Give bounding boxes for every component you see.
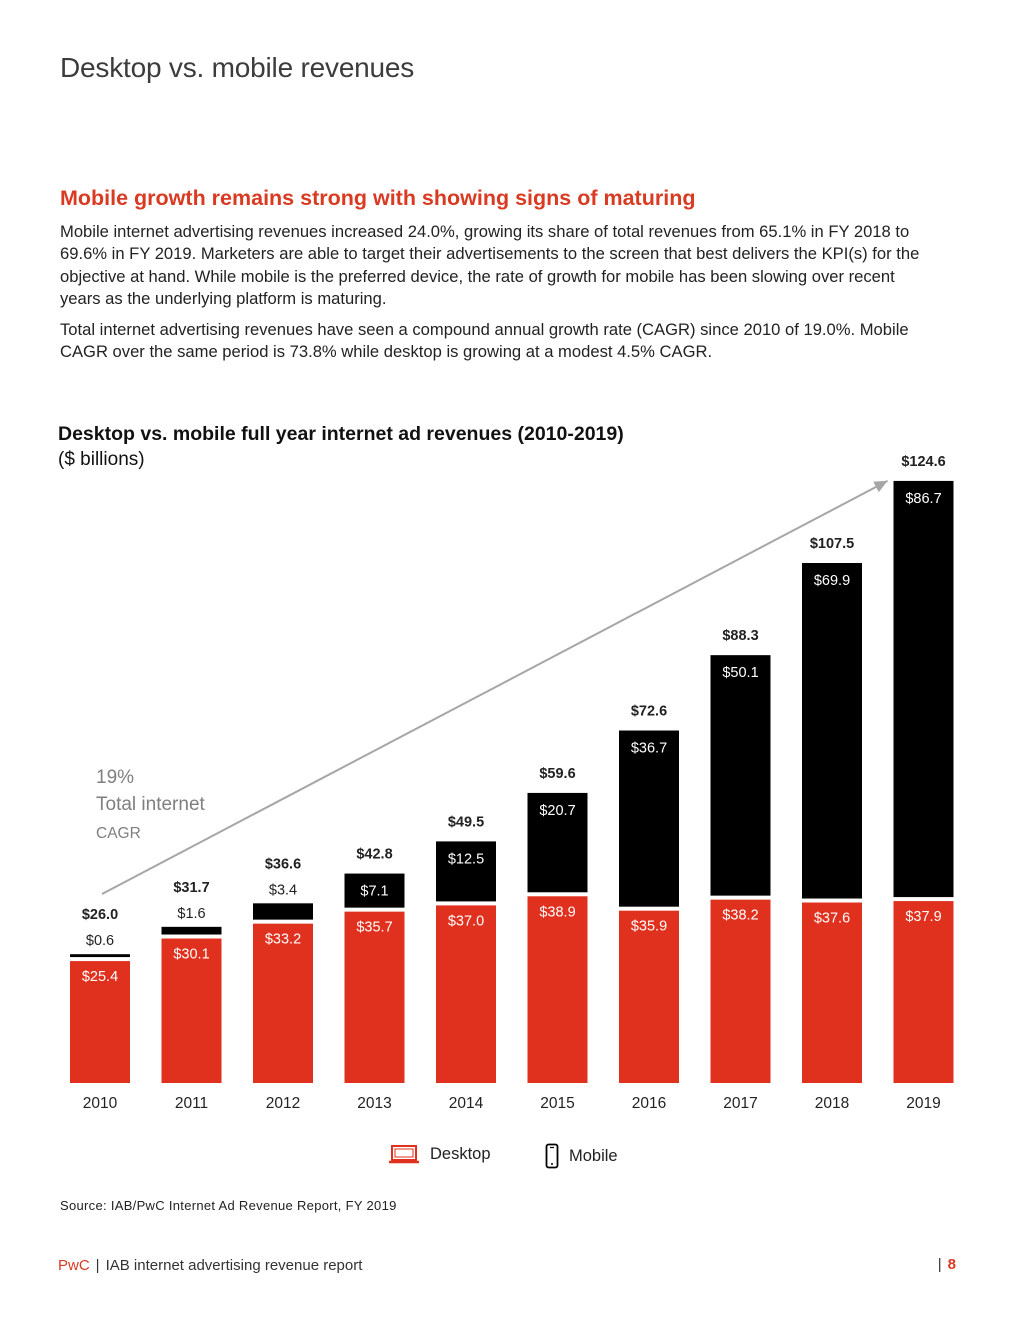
x-tick-label-2019: 2019 [906, 1095, 940, 1112]
x-tick-label-2011: 2011 [175, 1095, 208, 1112]
legend-label-mobile: Mobile [569, 1146, 618, 1165]
legend-item-desktop: Desktop [388, 1143, 491, 1165]
bar-desktop-2012 [253, 923, 313, 1083]
legend-item-mobile: Mobile [545, 1143, 618, 1169]
label-mobile-2019: $86.7 [905, 491, 941, 507]
bar-mobile-2016 [619, 730, 679, 907]
bar-mobile-2019 [893, 480, 954, 898]
label-total-2019: $124.6 [901, 454, 945, 470]
chart-title: Desktop vs. mobile full year internet ad… [58, 423, 624, 445]
page-number-value: 8 [947, 1256, 956, 1273]
label-mobile-2018: $69.9 [814, 573, 850, 589]
x-tick-label-2016: 2016 [632, 1095, 666, 1112]
label-desktop-2010: $25.4 [82, 969, 118, 985]
footer-brand: PwC [58, 1257, 90, 1274]
label-total-2011: $31.7 [173, 880, 209, 896]
legend-label-desktop: Desktop [430, 1144, 491, 1163]
cagr-value: 19% [96, 767, 134, 788]
label-total-2017: $88.3 [722, 628, 758, 644]
label-mobile-2016: $36.7 [631, 741, 667, 757]
x-tick-label-2014: 2014 [449, 1095, 484, 1112]
body-paragraph-2: Total internet advertising revenues have… [60, 320, 909, 362]
bar-desktop-2013 [344, 911, 405, 1083]
page-number-separator: | [937, 1256, 942, 1273]
bar-mobile-2013 [344, 873, 405, 908]
mobile-phone-icon [545, 1143, 559, 1169]
footer-separator: | [95, 1257, 100, 1274]
bar-mobile-2012 [253, 903, 313, 920]
bar-mobile-2010 [70, 954, 130, 958]
bar-mobile-2017 [710, 655, 771, 896]
x-tick-label-2010: 2010 [83, 1095, 118, 1112]
x-tick-label-2012: 2012 [266, 1095, 300, 1112]
bar-mobile-2011 [161, 926, 222, 935]
bar-desktop-2016 [619, 910, 679, 1083]
bar-mobile-2015 [527, 792, 588, 893]
page-title: Desktop vs. mobile revenues [60, 52, 415, 83]
section-heading: Mobile growth remains strong with showin… [60, 186, 696, 210]
bar-desktop-2019 [893, 901, 954, 1083]
bar-mobile-2014 [436, 841, 496, 902]
laptop-icon [389, 1145, 419, 1164]
label-desktop-2015: $38.9 [539, 904, 575, 920]
label-mobile-2012: $3.4 [269, 882, 297, 898]
label-desktop-2014: $37.0 [448, 913, 484, 929]
label-mobile-2017: $50.1 [722, 665, 758, 681]
cagr-label-line1: Total internet [96, 794, 206, 815]
page-number: | 8 [938, 1256, 956, 1273]
label-total-2010: $26.0 [82, 907, 118, 923]
footer: PwC | IAB internet advertising revenue rep… [58, 1257, 362, 1274]
label-total-2018: $107.5 [810, 536, 854, 552]
cagr-arrow-line [101, 480, 888, 895]
source-note: Source: IAB/PwC Internet Ad Revenue Repo… [60, 1198, 397, 1213]
label-desktop-2018: $37.6 [814, 911, 850, 927]
label-total-2016: $72.6 [631, 704, 667, 720]
label-total-2013: $42.8 [356, 847, 392, 863]
bar-desktop-2018 [802, 902, 862, 1083]
x-tick-label-2013: 2013 [357, 1095, 391, 1112]
cagr-label-line2: CAGR [96, 825, 141, 842]
label-desktop-2017: $38.2 [722, 908, 758, 924]
bar-mobile-2018 [802, 563, 862, 899]
label-mobile-2011: $1.6 [177, 906, 205, 922]
label-total-2012: $36.6 [265, 856, 301, 872]
bar-desktop-2010 [70, 961, 130, 1083]
label-desktop-2011: $30.1 [173, 947, 209, 963]
label-mobile-2010: $0.6 [86, 933, 114, 949]
label-desktop-2012: $33.2 [265, 932, 301, 948]
bar-desktop-2017 [710, 899, 771, 1083]
bar-desktop-2011 [161, 938, 222, 1083]
body-paragraph-1: Mobile internet advertising revenues inc… [60, 222, 920, 308]
bar-desktop-2015 [527, 896, 588, 1083]
label-mobile-2013: $7.1 [360, 884, 388, 900]
label-desktop-2016: $35.9 [631, 919, 667, 935]
bar-desktop-2014 [436, 905, 496, 1083]
label-total-2015: $59.6 [539, 766, 575, 782]
x-tick-label-2017: 2017 [723, 1095, 757, 1112]
x-tick-label-2015: 2015 [540, 1095, 574, 1112]
label-mobile-2015: $20.7 [539, 803, 575, 819]
cagr-arrowhead [873, 480, 888, 493]
label-mobile-2014: $12.5 [448, 851, 484, 867]
label-desktop-2013: $35.7 [356, 920, 392, 936]
x-tick-label-2018: 2018 [815, 1095, 849, 1112]
label-desktop-2019: $37.9 [905, 909, 941, 925]
footer-text: IAB internet advertising revenue report [105, 1257, 363, 1274]
chart-subtitle: ($ billions) [58, 449, 145, 470]
label-total-2014: $49.5 [448, 814, 484, 830]
